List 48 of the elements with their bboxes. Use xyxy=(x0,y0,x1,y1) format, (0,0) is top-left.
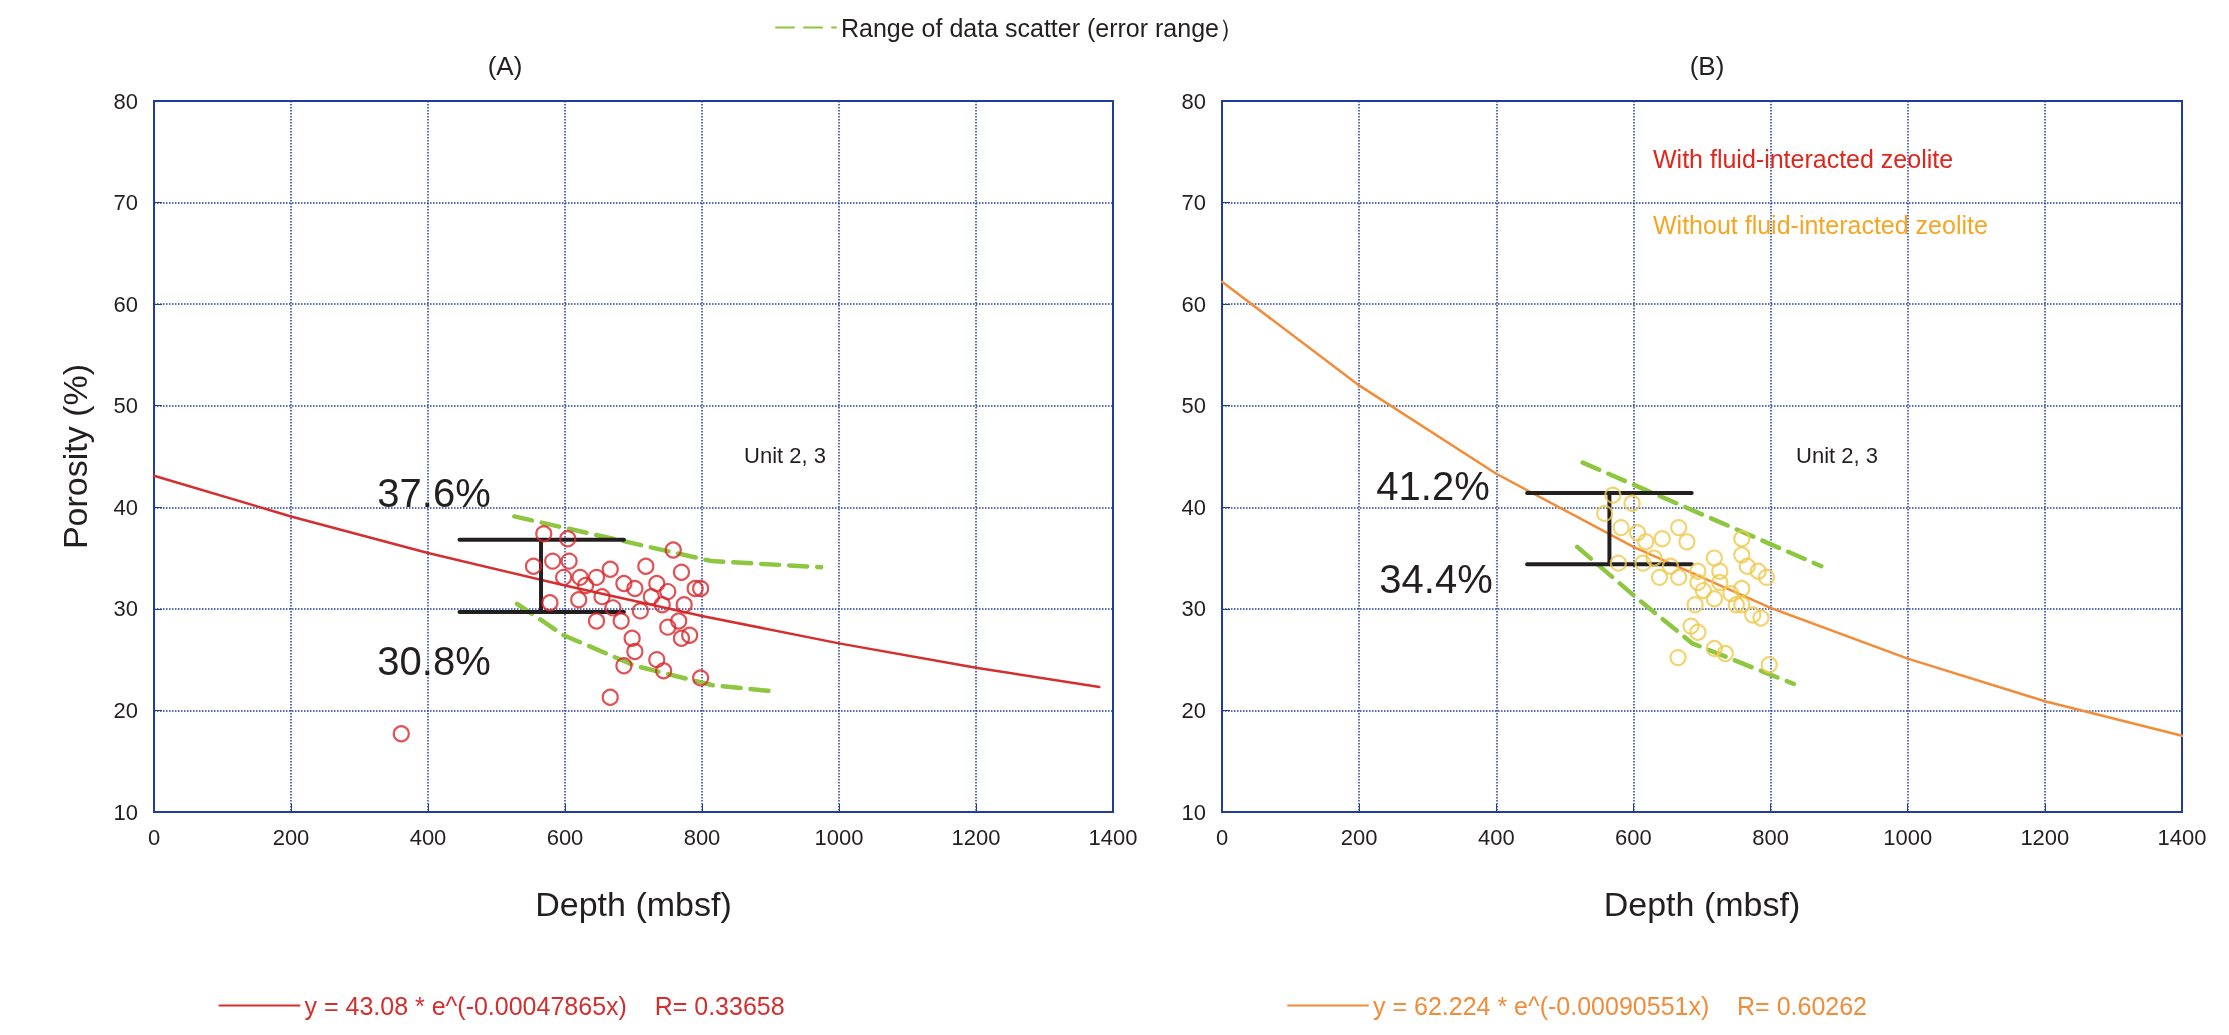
x-tick-label: 1000 xyxy=(814,824,864,850)
y-tick-label: 40 xyxy=(113,494,138,520)
annotation: 41.2% xyxy=(1376,464,1490,508)
x-tick-label: 1200 xyxy=(951,824,1001,850)
annotation: With fluid-interacted zeolite xyxy=(1653,145,1954,173)
annotation: Without fluid-interacted zeolite xyxy=(1653,211,1988,239)
x-tick-label: 1400 xyxy=(2157,824,2207,850)
y-tick-label: 70 xyxy=(1181,190,1206,216)
y-tick-label: 80 xyxy=(113,88,138,114)
x-tick-label: 600 xyxy=(546,824,584,850)
y-tick-label: 60 xyxy=(113,291,138,317)
annotation: 30.8% xyxy=(377,639,491,683)
y-axis-title: Porosity (%) xyxy=(56,363,94,550)
x-axis-title: Depth (mbsf) xyxy=(1603,885,1801,923)
y-tick-label: 50 xyxy=(113,393,138,419)
y-tick-label: 20 xyxy=(113,697,138,723)
legend-label: y = 62.224 * e^(-0.00090551x) R= 0.60262 xyxy=(1373,991,1868,1020)
annotation: Unit 2, 3 xyxy=(744,442,826,468)
x-tick-label: 800 xyxy=(683,824,721,850)
y-tick-label: 30 xyxy=(1181,596,1206,622)
y-tick-label: 50 xyxy=(1181,393,1206,419)
legend-label: Range of data scatter (error range） xyxy=(841,13,1244,42)
chart-title: (A) xyxy=(487,51,523,81)
y-tick-label: 30 xyxy=(113,596,138,622)
x-tick-label: 0 xyxy=(1215,824,1229,850)
x-tick-label: 200 xyxy=(272,824,310,850)
annotation: Unit 2, 3 xyxy=(1796,442,1878,468)
x-tick-label: 600 xyxy=(1615,824,1652,850)
x-tick-label: 200 xyxy=(1340,824,1378,850)
x-tick-label: 1200 xyxy=(2020,824,2070,850)
x-tick-label: 400 xyxy=(409,824,447,850)
annotation: 34.4% xyxy=(1379,557,1493,601)
y-tick-label: 80 xyxy=(1181,88,1206,114)
y-tick-label: 10 xyxy=(1181,799,1206,825)
x-tick-label: 800 xyxy=(1752,824,1789,850)
x-tick-label: 1400 xyxy=(1088,824,1138,850)
x-tick-label: 0 xyxy=(147,824,161,850)
x-tick-label: 400 xyxy=(1477,824,1515,850)
y-tick-label: 60 xyxy=(1181,291,1206,317)
x-tick-label: 1000 xyxy=(1883,824,1933,850)
annotation: 37.6% xyxy=(377,471,491,515)
y-tick-label: 70 xyxy=(113,190,138,216)
chart-title: (B) xyxy=(1689,51,1725,81)
x-axis-title: Depth (mbsf) xyxy=(535,885,732,923)
y-tick-label: 40 xyxy=(1181,494,1206,520)
y-tick-label: 10 xyxy=(113,799,138,825)
y-tick-label: 20 xyxy=(1181,697,1206,723)
legend-label: y = 43.08 * e^(-0.00047865x) R= 0.33658 xyxy=(304,991,785,1020)
